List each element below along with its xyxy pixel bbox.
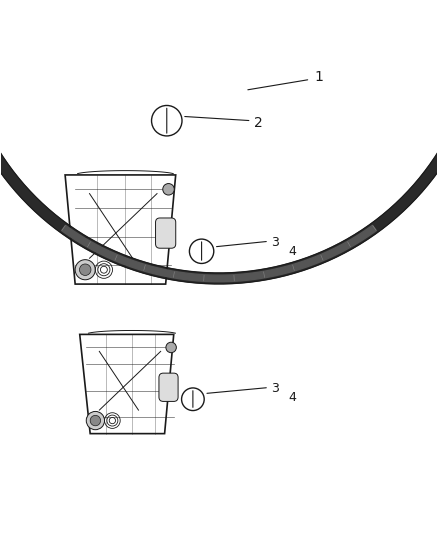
Circle shape (75, 260, 95, 280)
FancyBboxPatch shape (155, 218, 176, 248)
Text: 1: 1 (315, 70, 324, 84)
FancyBboxPatch shape (159, 373, 178, 401)
Text: 4: 4 (289, 391, 297, 403)
Text: 3: 3 (271, 382, 279, 395)
Polygon shape (62, 225, 376, 282)
Text: 2: 2 (254, 116, 262, 130)
Circle shape (79, 264, 91, 276)
Text: 4: 4 (289, 245, 297, 258)
Circle shape (90, 415, 101, 426)
Circle shape (163, 183, 174, 195)
Circle shape (166, 342, 177, 353)
Circle shape (86, 411, 105, 430)
Polygon shape (0, 78, 438, 284)
Text: 3: 3 (271, 236, 279, 249)
